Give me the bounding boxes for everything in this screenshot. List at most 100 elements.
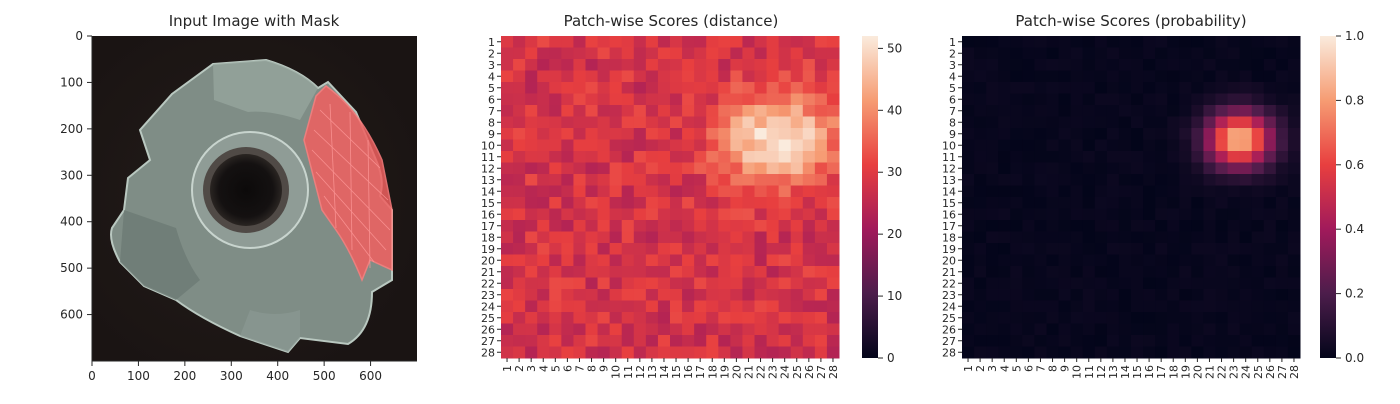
distance-cell bbox=[754, 82, 768, 94]
probability-cell bbox=[1167, 312, 1180, 324]
distance-cell bbox=[525, 335, 538, 347]
probability-cell bbox=[974, 174, 987, 186]
probability-cell bbox=[1143, 93, 1156, 106]
distance-cell bbox=[670, 116, 683, 129]
probability-cell bbox=[1034, 346, 1047, 359]
distance-cell bbox=[549, 116, 562, 129]
probability-cell bbox=[1167, 139, 1180, 152]
distance-cell bbox=[754, 128, 768, 140]
probability-cell bbox=[1227, 93, 1241, 106]
distance-cell bbox=[778, 323, 792, 336]
distance-cell bbox=[633, 300, 647, 313]
distance-cell bbox=[633, 36, 647, 48]
distance-cell bbox=[778, 93, 792, 106]
probability-cell bbox=[1275, 105, 1289, 117]
probability-cell bbox=[1239, 346, 1253, 359]
distance-cell bbox=[718, 254, 731, 267]
distance-cell bbox=[513, 312, 526, 324]
probability-cell bbox=[998, 185, 1011, 198]
distance-cell bbox=[585, 335, 599, 347]
probability-cell bbox=[1275, 254, 1289, 267]
probability-cell bbox=[986, 289, 999, 301]
distance-cell bbox=[549, 185, 562, 198]
distance-cell bbox=[814, 323, 828, 336]
distance-cell bbox=[790, 128, 804, 140]
image-x-tick-label: 400 bbox=[266, 369, 289, 383]
distance-cell bbox=[597, 323, 611, 336]
probability-cell bbox=[962, 59, 975, 71]
distance-cell bbox=[525, 93, 538, 106]
probability-cell bbox=[1034, 266, 1047, 278]
probability-col-label: 1 bbox=[962, 365, 975, 372]
probability-cell bbox=[1082, 139, 1096, 152]
distance-cell bbox=[670, 59, 683, 71]
probability-cell bbox=[1287, 128, 1301, 140]
distance-cell bbox=[657, 105, 671, 117]
distance-cell bbox=[790, 70, 804, 83]
distance-cell bbox=[730, 197, 743, 209]
probability-cell bbox=[1239, 335, 1253, 347]
probability-cell bbox=[1179, 323, 1192, 336]
distance-cell bbox=[826, 151, 840, 163]
distance-cell bbox=[682, 220, 695, 232]
probability-cell bbox=[986, 312, 999, 324]
probability-cell bbox=[1167, 82, 1180, 94]
probability-cell bbox=[1167, 300, 1180, 313]
distance-cell bbox=[609, 289, 623, 301]
distance-cell bbox=[706, 266, 719, 278]
distance-cell bbox=[525, 139, 538, 152]
distance-cell bbox=[597, 185, 611, 198]
distance-cell bbox=[778, 139, 792, 152]
distance-cell bbox=[790, 300, 804, 313]
probability-cell bbox=[962, 335, 975, 347]
distance-cell bbox=[694, 151, 707, 163]
distance-cell bbox=[802, 70, 816, 83]
probability-cell bbox=[1058, 277, 1072, 290]
distance-cell bbox=[790, 323, 804, 336]
distance-cell bbox=[549, 162, 562, 175]
distance-cell bbox=[682, 59, 695, 71]
probability-cell bbox=[1227, 59, 1241, 71]
probability-col-label: 12 bbox=[1095, 365, 1108, 379]
distance-cell bbox=[537, 93, 550, 106]
probability-cell bbox=[1191, 36, 1204, 48]
probability-cell bbox=[1046, 312, 1060, 324]
distance-col-label: 23 bbox=[767, 365, 780, 379]
distance-cell bbox=[706, 105, 719, 117]
distance-cell bbox=[682, 323, 695, 336]
probability-cell bbox=[998, 220, 1011, 232]
probability-cell bbox=[1215, 116, 1229, 129]
probability-cell bbox=[1179, 151, 1192, 163]
distance-col-label: 18 bbox=[706, 365, 719, 379]
distance-cell bbox=[790, 243, 804, 255]
distance-cell bbox=[549, 312, 562, 324]
distance-cell bbox=[597, 36, 611, 48]
distance-cell bbox=[501, 59, 514, 71]
probability-cell bbox=[986, 128, 999, 140]
probability-cell bbox=[1203, 277, 1216, 290]
probability-cell bbox=[1131, 231, 1144, 244]
distance-cell bbox=[730, 289, 743, 301]
distance-col-label: 4 bbox=[537, 365, 550, 372]
distance-cell bbox=[609, 174, 623, 186]
probability-cell bbox=[998, 59, 1011, 71]
probability-cell bbox=[1227, 36, 1241, 48]
distance-cell bbox=[730, 208, 743, 221]
distance-cell bbox=[537, 185, 550, 198]
probability-cell bbox=[1082, 220, 1096, 232]
distance-cell bbox=[597, 82, 611, 94]
probability-cell bbox=[1143, 70, 1156, 83]
probability-cell bbox=[1094, 82, 1108, 94]
probability-cell bbox=[1239, 300, 1253, 313]
distance-cell bbox=[609, 243, 623, 255]
distance-cell bbox=[525, 266, 538, 278]
probability-cell bbox=[974, 312, 987, 324]
image-x-tick-label: 100 bbox=[127, 369, 150, 383]
distance-col-label: 11 bbox=[622, 365, 635, 379]
probability-cell bbox=[1275, 277, 1289, 290]
probability-cell bbox=[1082, 300, 1096, 313]
probability-cell bbox=[1046, 105, 1060, 117]
probability-cell bbox=[998, 162, 1011, 175]
distance-cell bbox=[561, 93, 574, 106]
distance-cell bbox=[609, 139, 623, 152]
